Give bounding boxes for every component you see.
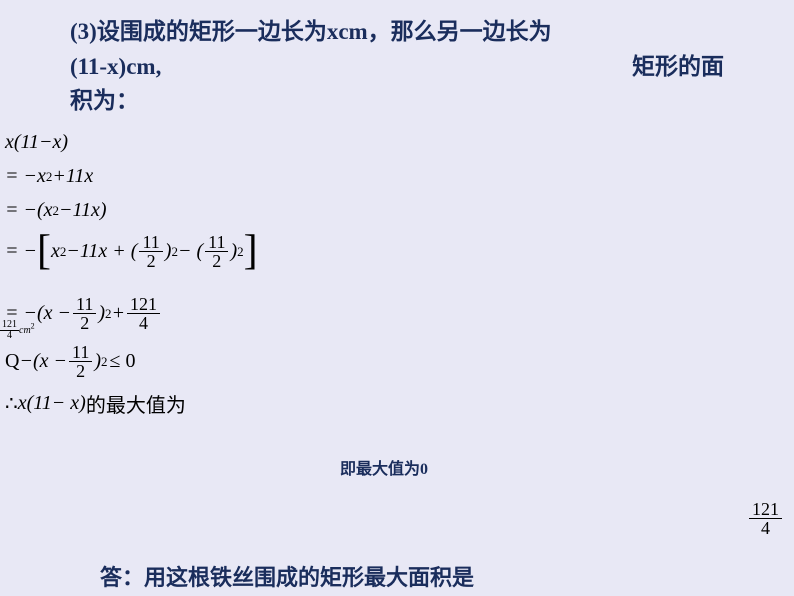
problem-header: (3)设围成的矩形一边长为xcm，那么另一边长为 (11-x)cm, 矩形的面 … — [0, 0, 794, 119]
e5f1-den: 2 — [77, 314, 92, 332]
math-derivation: x(11−x) = −x2 +11x = −(x2 −11x) = − [ x2… — [0, 119, 794, 418]
expr4-prefix: = − — [5, 240, 37, 263]
expr5-mid: ) — [98, 302, 105, 325]
frac1-num: 11 — [139, 233, 162, 252]
expr2-prefix: = −x — [5, 165, 46, 188]
e5f2-den: 4 — [136, 314, 151, 332]
tiny-den: 4 — [5, 331, 14, 341]
header-line1: (3)设围成的矩形一边长为xcm，那么另一边长为 — [70, 15, 724, 50]
expr6-mid: ) — [94, 350, 101, 373]
expr4-x: x — [51, 240, 60, 263]
expr2-suffix: +11x — [52, 165, 93, 188]
right-bracket: ] — [244, 239, 258, 264]
right-frac-inner: 1214 — [749, 500, 782, 537]
frac1-den: 2 — [144, 252, 159, 270]
rf-den: 4 — [758, 519, 773, 537]
expr6-suffix: ≤ 0 — [110, 350, 136, 373]
math-expr2: = −x2 +11x — [5, 163, 794, 191]
tiny-suffix: cm — [19, 325, 31, 336]
header-line3: 积为： — [70, 84, 724, 119]
frac2-num: 11 — [205, 233, 228, 252]
tiny-frac: 1214 — [0, 320, 19, 341]
header-line2-left: (11-x)cm, — [70, 50, 161, 85]
e5f2-num: 121 — [127, 295, 160, 314]
expr7-expr: x(11− x) — [18, 392, 86, 415]
right-fraction: 1214 — [747, 500, 784, 537]
expr1-text: x(11−x) — [5, 131, 68, 154]
expr5-plus: + — [112, 302, 126, 325]
expr4-mid3: − ( — [178, 240, 203, 263]
expr6-frac: 112 — [69, 343, 92, 380]
answer-text: 答：用这根铁丝围成的矩形最大面积是 — [100, 560, 474, 592]
math-expr6: Q −(x − 112 )2 ≤ 0 — [5, 341, 794, 383]
expr4-mid2: ) — [165, 240, 172, 263]
tiny-label: 1214cm2 — [0, 320, 35, 341]
e6f-num: 11 — [69, 343, 92, 362]
e5f1-num: 11 — [73, 295, 96, 314]
expr6-sup: 2 — [101, 354, 108, 370]
therefore-symbol: ∴ — [5, 391, 18, 416]
expr6-q: Q — [5, 350, 19, 373]
rf-num: 121 — [749, 500, 782, 519]
expr4-frac2: 112 — [205, 233, 228, 270]
middle-note: 即最大值为0 — [340, 455, 428, 479]
frac2-den: 2 — [209, 252, 224, 270]
expr5-frac2: 1214 — [127, 295, 160, 332]
expr3-suffix: −11x) — [59, 199, 107, 222]
expr5-frac1: 112 — [73, 295, 96, 332]
expr6-prefix: −(x − — [19, 350, 67, 373]
math-expr1: x(11−x) — [5, 129, 794, 157]
expr4-mid1: −11x + ( — [66, 240, 137, 263]
math-expr7: ∴ x(11− x) 的最大值为 — [5, 389, 794, 418]
header-line2-right: 矩形的面 — [632, 50, 724, 85]
expr4-mid4: ) — [230, 240, 237, 263]
math-expr4: = − [ x2 −11x + ( 112 )2 − ( 112 )2 ] — [5, 231, 794, 273]
math-expr3: = −(x2 −11x) — [5, 197, 794, 225]
left-bracket: [ — [37, 239, 51, 264]
expr3-prefix: = −(x — [5, 199, 53, 222]
expr7-chinese: 的最大值为 — [86, 389, 186, 418]
expr4-frac1: 112 — [139, 233, 162, 270]
math-expr5: = −(x − 112 )2 + 1214 — [5, 293, 794, 335]
e6f-den: 2 — [73, 362, 88, 380]
header-line2: (11-x)cm, 矩形的面 — [70, 50, 724, 85]
